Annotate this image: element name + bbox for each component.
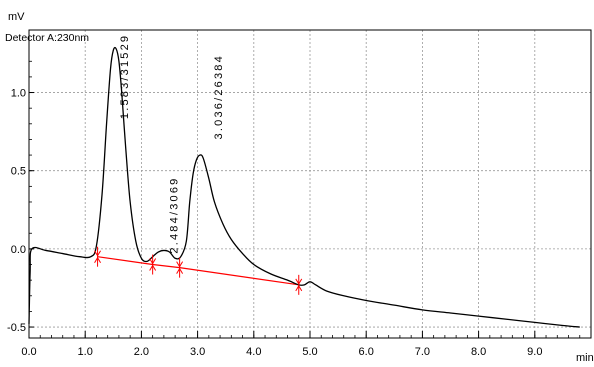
baseline-segment: [97, 256, 153, 266]
peak-labels: 1.583/31529 2.484/3069 3.036/26384: [119, 34, 225, 254]
integration-marker: [94, 246, 101, 267]
baseline-segment: [152, 263, 180, 269]
axes: 0.0 1.0 2.0 3.0 4.0 5.0 6.0 7.0 8.0 9.0 -0.5 0.0 0.5…: [7, 29, 592, 358]
y-tick-label: 1.0: [11, 88, 26, 100]
marker-arrow-up: [149, 264, 157, 271]
marker-arrow-down: [94, 250, 101, 257]
x-tick-label: 2.0: [134, 346, 149, 358]
y-axis-unit: mV: [8, 11, 25, 23]
marker-arrow-up: [94, 256, 101, 263]
x-tick-label: 6.0: [359, 346, 374, 358]
x-tick-label: 8.0: [471, 346, 486, 358]
integration-baselines: [97, 256, 299, 286]
plot-frame: [28, 29, 592, 339]
grid-lines: [28, 30, 591, 338]
x-tick-label: 9.0: [527, 346, 542, 358]
x-tick-label: 3.0: [190, 346, 205, 358]
trace-layer: [28, 46, 580, 328]
integration-marker: [295, 274, 303, 295]
peak-label: 2.484/3069: [168, 177, 180, 254]
marker-arrow-up: [176, 267, 184, 274]
integration-markers: [94, 246, 303, 295]
peak-label: 1.583/31529: [119, 34, 131, 119]
y-tick-label: -0.5: [7, 322, 26, 334]
y-tick-label: 0.0: [11, 244, 26, 256]
marker-arrow-up: [295, 284, 303, 292]
chromatogram-trace: [28, 46, 580, 328]
x-tick-label: 7.0: [415, 346, 430, 358]
x-tick-label: 0.0: [21, 346, 36, 358]
marker-arrow-down: [176, 261, 184, 268]
integration-marker: [176, 257, 184, 278]
x-axis-unit: min: [576, 352, 594, 364]
x-tick-label: 1.0: [78, 346, 93, 358]
detector-label: Detector A:230nm: [5, 32, 89, 44]
baseline-segment: [179, 267, 299, 286]
marker-arrow-down: [149, 258, 157, 265]
marker-arrow-down: [295, 278, 303, 285]
integration-marker: [149, 254, 157, 275]
x-tick-label: 4.0: [246, 346, 261, 358]
y-tick-label: 0.5: [11, 166, 26, 178]
x-tick-label: 5.0: [302, 346, 317, 358]
peak-label: 3.036/26384: [213, 54, 225, 139]
